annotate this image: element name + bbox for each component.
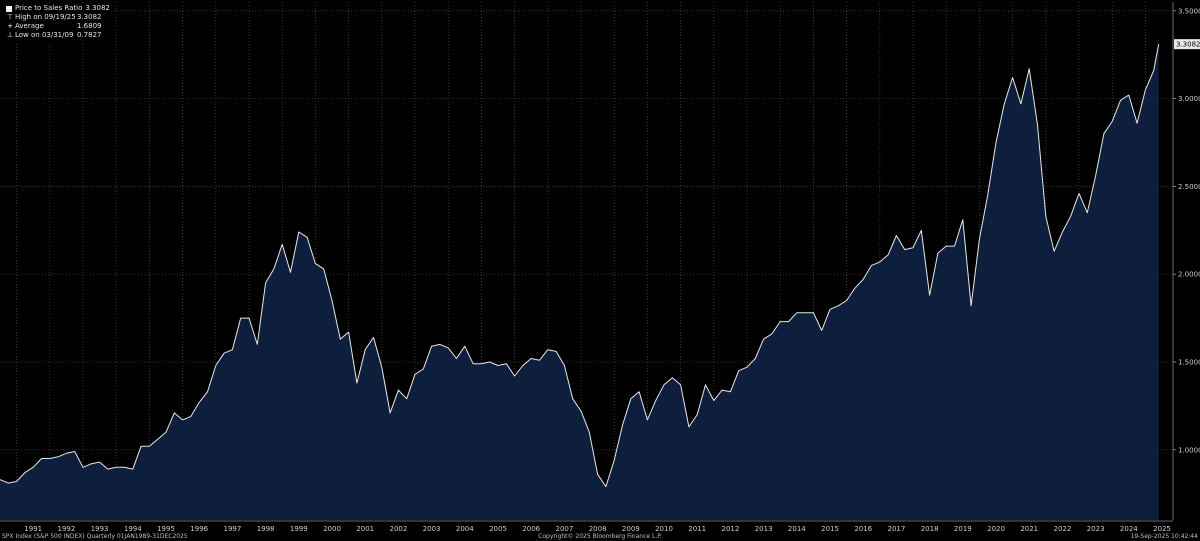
- x-tick-label: 2000: [323, 525, 341, 533]
- x-tick-label: 2017: [888, 525, 906, 533]
- legend-average: + Average 1.6809: [5, 22, 110, 31]
- x-tick-label: 1998: [257, 525, 275, 533]
- footer: SPX Index (S&P 500 INDEX) Quarterly 01JA…: [0, 532, 1200, 541]
- footer-security: SPX Index (S&P 500 INDEX) Quarterly 01JA…: [2, 533, 188, 540]
- legend-series: Price to Sales Ratio 3.3082: [5, 4, 110, 13]
- x-tick-label: 1994: [124, 525, 142, 533]
- legend-average-value: 1.6809: [77, 22, 102, 30]
- footer-timestamp: 19-Sep-2025 10:42:44: [1130, 533, 1198, 540]
- x-tick-label: 2002: [389, 525, 407, 533]
- x-tick-label: 2007: [556, 525, 574, 533]
- x-tick-label: 2004: [456, 525, 474, 533]
- x-tick-label: 2006: [522, 525, 540, 533]
- x-tick-label: 2025: [1153, 525, 1171, 533]
- x-tick-label: 2008: [589, 525, 607, 533]
- legend-low-label: Low on 03/31/09: [15, 31, 74, 39]
- legend-series-value: 3.3082: [85, 4, 110, 12]
- x-tick-label: 2013: [755, 525, 773, 533]
- y-tick-label: 1.5000: [1178, 358, 1200, 366]
- high-marker-icon: ⊤: [6, 13, 14, 21]
- x-tick-label: 2001: [356, 525, 374, 533]
- y-tick-label: 3.5000: [1178, 7, 1200, 15]
- legend-average-label: Average: [15, 22, 44, 30]
- x-tick-label: 2020: [987, 525, 1005, 533]
- last-value-label: 3.3082: [1176, 41, 1200, 49]
- x-tick-label: 2011: [688, 525, 706, 533]
- x-tick-label: 2005: [489, 525, 507, 533]
- x-tick-label: 1991: [24, 525, 42, 533]
- legend-low: ⊥ Low on 03/31/09 0.7827: [5, 31, 110, 40]
- x-tick-label: 2014: [788, 525, 806, 533]
- series-layer: [0, 44, 1160, 520]
- series-swatch: [6, 5, 12, 12]
- footer-copyright: Copyright© 2025 Bloomberg Finance L.P.: [538, 533, 662, 540]
- x-tick-label: 2012: [722, 525, 740, 533]
- x-tick-label: 1997: [223, 525, 241, 533]
- x-tick-label: 2015: [821, 525, 839, 533]
- legend-high-label: High on 09/19/25: [15, 13, 76, 21]
- x-tick-label: 1992: [57, 525, 75, 533]
- legend-high: ⊤ High on 09/19/25 3.3082: [5, 13, 110, 22]
- x-tick-label: 2022: [1054, 525, 1072, 533]
- x-tick-label: 2024: [1120, 525, 1138, 533]
- last-value-tag: [1174, 39, 1200, 50]
- legend: Price to Sales Ratio 3.3082 ⊤ High on 09…: [2, 3, 113, 42]
- x-tick-label: 2019: [954, 525, 972, 533]
- x-tick-label: 2016: [854, 525, 872, 533]
- x-tick-label: 2009: [622, 525, 640, 533]
- x-tick-label: 1996: [190, 525, 208, 533]
- legend-series-label: Price to Sales Ratio: [15, 4, 83, 12]
- series-area: [0, 44, 1159, 520]
- series-line: [0, 44, 1160, 488]
- average-marker-icon: +: [7, 22, 13, 30]
- x-tick-label: 2018: [921, 525, 939, 533]
- low-marker-icon: ⊥: [6, 31, 14, 39]
- legend-high-value: 3.3082: [77, 13, 102, 21]
- x-tick-label: 2021: [1020, 525, 1038, 533]
- x-tick-label: 2023: [1087, 525, 1105, 533]
- y-tick-label: 2.0000: [1178, 271, 1200, 279]
- y-tick-label: 3.0000: [1178, 95, 1200, 103]
- x-tick-label: 2003: [423, 525, 441, 533]
- x-tick-label: 1999: [290, 525, 308, 533]
- x-tick-label: 1993: [91, 525, 109, 533]
- legend-low-value: 0.7827: [77, 31, 102, 39]
- y-tick-label: 1.0000: [1178, 446, 1200, 454]
- x-tick-label: 2010: [655, 525, 673, 533]
- x-tick-label: 1995: [157, 525, 175, 533]
- y-tick-label: 2.5000: [1178, 183, 1200, 191]
